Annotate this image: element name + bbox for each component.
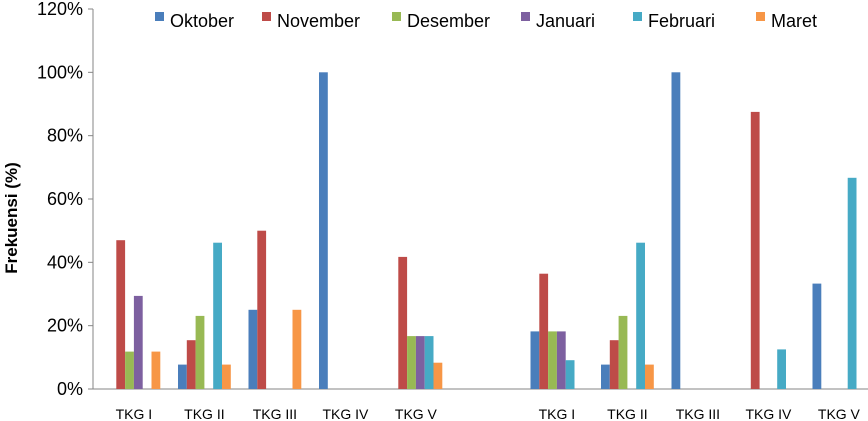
bar-oktober [530,331,540,389]
bar-november [750,111,760,390]
bar-maret [222,364,231,389]
bar-desember [125,351,134,389]
bar-februari [777,349,786,389]
legend-swatch [392,12,401,21]
bar-oktober [671,72,681,390]
bar-november [609,340,619,389]
y-tick-label: 60% [47,189,83,209]
bar-februari [424,336,434,389]
x-category-labels: TKG I TKG II TKG III TKG IV TKG V TKG I TKG II… [116,406,861,421]
bar-oktober [178,364,187,389]
bar-januari [133,295,143,389]
x-category-label: TKG IV [745,406,792,421]
bar-oktober [319,72,328,390]
bar-oktober [601,364,610,389]
y-tick-label: 20% [47,316,83,336]
bar-oktober [248,309,258,389]
bar-maret [151,351,161,389]
bar-februari [565,360,575,389]
y-tick-label: 120% [37,0,83,19]
y-axis-label: Frekuensi (%) [2,162,21,273]
y-tick-labels: 0% 20% 40% 60% 80% 100% 120% [37,0,83,399]
bar-januari [556,331,566,389]
bar-desember [195,315,205,389]
bar-november [539,273,549,389]
legend-swatch [521,12,530,21]
bar-maret [292,309,302,389]
x-category-label: TKG III [676,406,720,421]
legend-label: Desember [407,11,490,31]
bar-desember [548,331,557,389]
legend-swatch [633,12,642,21]
legend-label: November [277,11,360,31]
bar-februari [847,177,857,389]
y-tick-label: 100% [37,62,83,82]
bar-november [398,256,408,389]
bar-november [186,340,196,389]
legend: Oktober November Desember Januari Februari Ma… [155,11,817,31]
legend-label: Oktober [170,11,234,31]
legend-swatch [155,12,164,21]
legend-swatch [262,12,271,21]
x-category-label: TKG II [184,406,224,421]
legend-swatch [756,12,765,21]
bar-oktober [812,283,822,389]
bar-maret [645,364,654,389]
x-category-label: TKG V [818,406,861,421]
legend-label: Maret [771,11,817,31]
legend-label: Januari [536,11,595,31]
bars [116,72,857,390]
x-category-label: TKG II [607,406,647,421]
x-category-label: TKG V [395,406,438,421]
x-category-label: TKG IV [322,406,369,421]
bar-november [257,230,267,389]
y-tick-label: 80% [47,126,83,146]
y-tick-label: 0% [57,379,83,399]
bar-desember [407,336,416,389]
x-category-label: TKG I [539,406,576,421]
x-category-label: TKG III [253,406,297,421]
bar-februari [636,242,645,389]
legend-label: Februari [648,11,715,31]
bar-januari [415,336,425,389]
bar-maret [433,362,443,389]
y-tick-label: 40% [47,252,83,272]
x-category-label: TKG I [116,406,153,421]
bar-februari [213,242,222,389]
bar-desember [618,315,628,389]
bar-november [116,240,126,389]
